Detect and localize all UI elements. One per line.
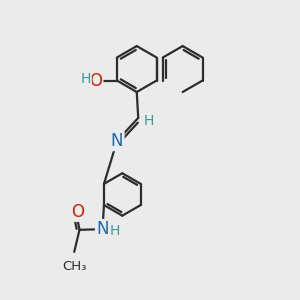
Text: H: H — [143, 114, 154, 128]
Text: CH₃: CH₃ — [62, 260, 86, 273]
Text: H: H — [110, 224, 120, 238]
Text: O: O — [89, 71, 102, 89]
Text: H: H — [81, 72, 91, 86]
Text: N: N — [96, 220, 109, 238]
Text: O: O — [71, 202, 84, 220]
Text: N: N — [111, 132, 123, 150]
